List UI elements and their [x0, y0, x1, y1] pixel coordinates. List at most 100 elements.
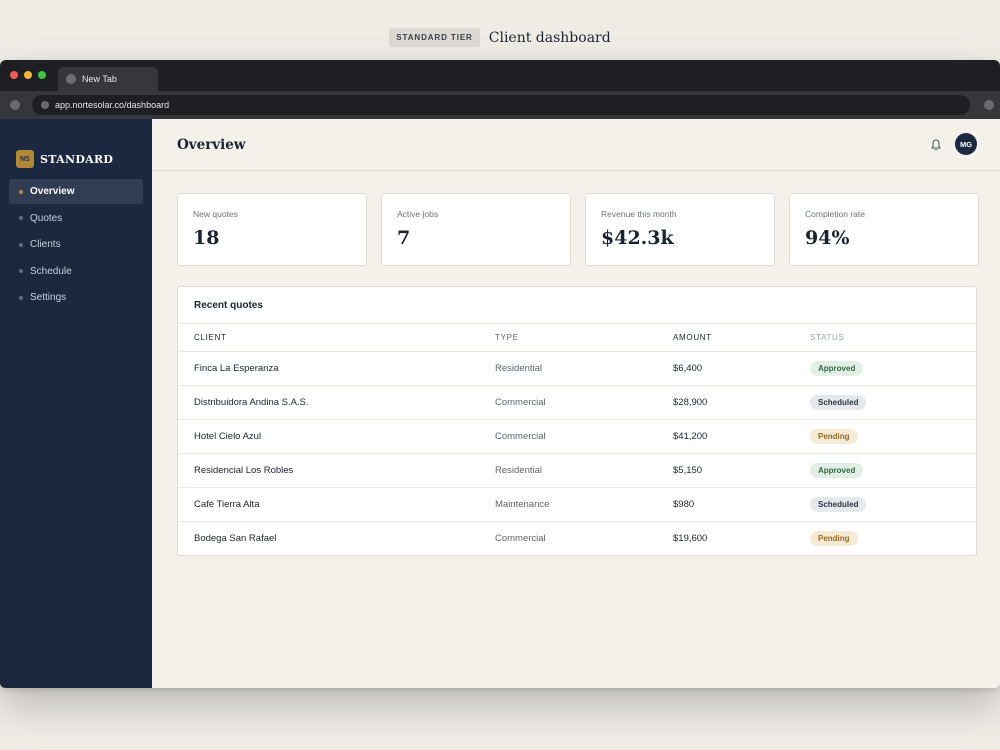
tab-title: New Tab [82, 74, 117, 84]
kpi-card-active-jobs: Active jobs 7 [381, 193, 571, 266]
nav-dot-icon [19, 269, 23, 273]
kpi-label: Revenue this month [601, 209, 677, 219]
status-badge: Scheduled [810, 394, 867, 410]
bell-icon[interactable] [930, 138, 942, 152]
cell-amount: $19,600 [673, 532, 708, 544]
cell-status: Scheduled [810, 385, 976, 420]
kpi-label: Completion rate [805, 209, 866, 219]
caption-title: Client dashboard [488, 29, 611, 46]
recent-quotes-card: Recent quotes CLIENT TYPE AMOUNT STATUS … [177, 286, 977, 556]
column-header-status: STATUS [810, 324, 976, 352]
cell-client: Café Tierra Alta [178, 487, 495, 522]
cell-type: Residential [495, 351, 673, 386]
cell-amount: $5,150 [673, 453, 810, 488]
sidebar-item-label: Overview [30, 186, 75, 197]
kpi-value: 18 [193, 227, 220, 249]
main-header: Overview MG [152, 119, 1000, 171]
sidebar-item-label: Schedule [30, 265, 72, 277]
card-title: Recent quotes [178, 287, 976, 324]
kpi-label: New quotes [193, 209, 238, 219]
browser-toolbar: app.nortesolar.co/dashboard [0, 91, 1000, 119]
cell-status: Scheduled [810, 487, 976, 522]
table-row[interactable]: Finca La Esperanza Residential $6,400 Ap… [178, 351, 976, 386]
site-info-icon[interactable] [41, 101, 49, 109]
table-row[interactable]: Distribuidora Andina S.A.S. Commercial $… [178, 385, 976, 420]
cell-client: Hotel Cielo Azul [178, 419, 495, 454]
user-avatar[interactable]: MG [955, 133, 977, 155]
sidebar-item-overview[interactable]: Overview [9, 179, 143, 204]
nav-dot-icon [19, 295, 23, 300]
sidebar-item-schedule[interactable]: Schedule [9, 259, 143, 284]
sidebar-item-settings[interactable]: Settings [9, 285, 143, 310]
main-content: Overview MG New quotes 18 Active jobs 7 … [152, 119, 1000, 688]
back-button-icon[interactable] [10, 100, 20, 110]
browser-tab[interactable]: New Tab [58, 67, 158, 91]
cell-amount: $41,200 [673, 419, 810, 454]
cell-client: Bodega San Rafael [194, 532, 277, 544]
kpi-value: 7 [397, 227, 411, 249]
table-header-row: CLIENT TYPE AMOUNT STATUS [178, 324, 976, 352]
column-header-client: CLIENT [178, 324, 495, 352]
tier-badge: STANDARD TIER [389, 28, 480, 47]
close-window-button[interactable] [10, 71, 18, 79]
status-badge: Approved [810, 462, 864, 478]
sidebar-item-label: Quotes [30, 212, 63, 224]
status-badge: Scheduled [810, 496, 867, 512]
table-row[interactable]: Hotel Cielo Azul Commercial $41,200 Pend… [178, 419, 976, 454]
browser-window: New Tab app.nortesolar.co/dashboard NS S… [0, 60, 1000, 688]
cell-type: Commercial [495, 532, 546, 544]
page-title: Overview [177, 136, 246, 153]
brand[interactable]: NS STANDARD [0, 119, 152, 178]
table-row[interactable]: Café Tierra Alta Maintenance $980 Schedu… [178, 487, 976, 522]
cell-amount: $980 [673, 487, 810, 522]
sidebar: NS STANDARD Overview Quotes Clients [0, 119, 152, 688]
tab-favicon-icon [66, 74, 76, 84]
page-caption: STANDARD TIER Client dashboard [0, 28, 1000, 47]
sidebar-nav: Overview Quotes Clients Schedule Setting… [0, 178, 152, 310]
cell-type: Residential [495, 453, 673, 488]
cell-type: Commercial [495, 419, 673, 454]
nav-dot-icon [19, 189, 23, 194]
browser-titlebar: New Tab [0, 60, 1000, 91]
status-badge: Pending [810, 428, 858, 444]
cell-amount: $6,400 [673, 351, 810, 386]
cell-status: Pending [810, 521, 976, 555]
kpi-card-revenue: Revenue this month $42.3k [585, 193, 775, 266]
kpi-card-new-quotes: New quotes 18 [177, 193, 367, 266]
address-bar[interactable]: app.nortesolar.co/dashboard [32, 95, 970, 115]
cell-type: Maintenance [495, 487, 673, 522]
table-row[interactable]: Residencial Los Robles Residential $5,15… [178, 453, 976, 488]
status-badge: Approved [810, 360, 864, 376]
table-row[interactable]: Bodega San Rafael Commercial $19,600 Pen… [178, 521, 976, 555]
nav-dot-icon [19, 216, 23, 220]
cell-client: Distribuidora Andina S.A.S. [178, 385, 495, 420]
sidebar-item-quotes[interactable]: Quotes [9, 206, 143, 231]
brand-logo: NS [16, 150, 34, 168]
minimize-window-button[interactable] [24, 71, 32, 79]
quotes-table: CLIENT TYPE AMOUNT STATUS Finca La Esper… [178, 324, 976, 555]
window-controls [10, 71, 46, 79]
sidebar-item-label: Clients [30, 239, 61, 250]
maximize-window-button[interactable] [38, 71, 46, 79]
column-header-amount: AMOUNT [673, 324, 810, 352]
column-header-type: TYPE [495, 324, 673, 352]
cell-status: Approved [810, 351, 976, 386]
cell-status: Approved [810, 453, 976, 488]
cell-type: Commercial [495, 385, 673, 420]
cell-client: Finca La Esperanza [178, 351, 495, 386]
cell-status: Pending [810, 419, 976, 454]
sidebar-item-label: Settings [30, 292, 67, 303]
browser-menu-icon[interactable] [984, 100, 994, 110]
kpi-value: 94% [805, 227, 850, 249]
app-shell: NS STANDARD Overview Quotes Clients [0, 119, 1000, 688]
kpi-label: Active jobs [397, 209, 439, 219]
kpi-row: New quotes 18 Active jobs 7 Revenue this… [177, 193, 979, 266]
cell-client: Residencial Los Robles [178, 453, 495, 488]
sidebar-item-clients[interactable]: Clients [9, 232, 143, 257]
status-badge: Pending [810, 530, 858, 546]
kpi-value: $42.3k [601, 227, 674, 249]
kpi-card-completion-rate: Completion rate 94% [789, 193, 979, 266]
nav-dot-icon [19, 242, 23, 247]
cell-amount: $28,900 [673, 385, 810, 420]
brand-name: STANDARD [40, 152, 114, 166]
